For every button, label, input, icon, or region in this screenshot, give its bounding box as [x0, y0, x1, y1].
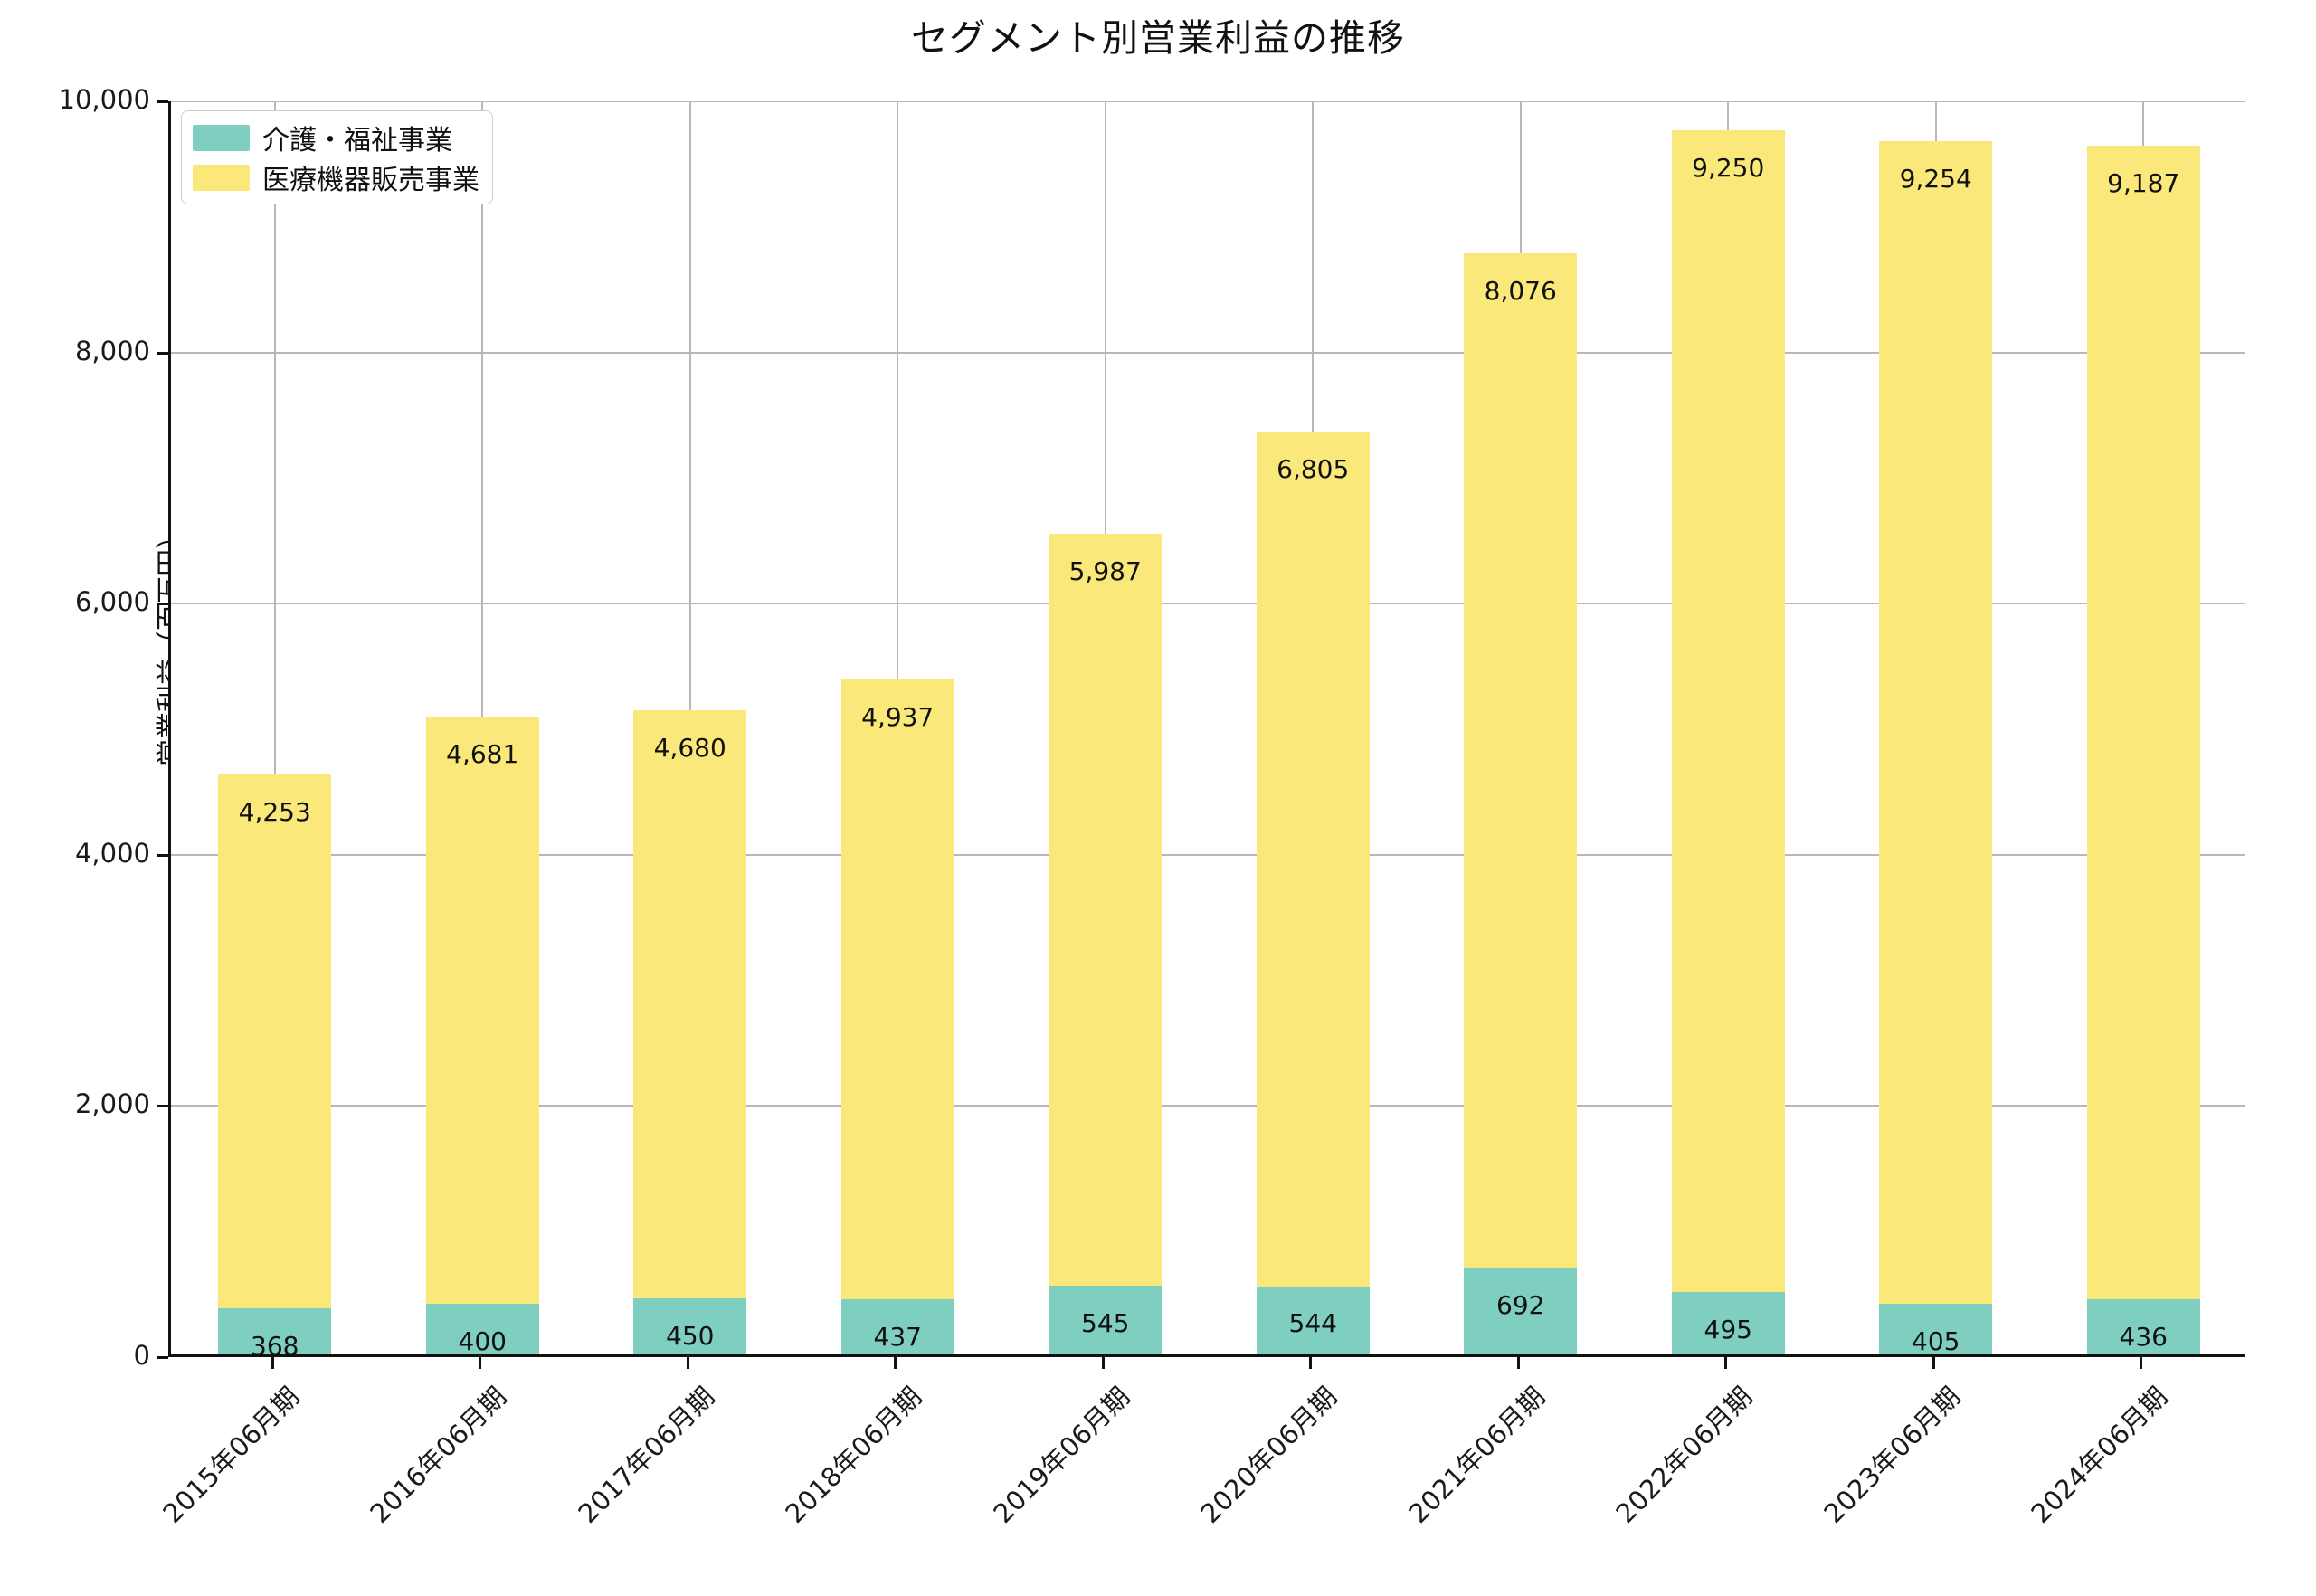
bar-stack[interactable] — [2086, 146, 2200, 1354]
bar-stack[interactable] — [1049, 534, 1163, 1354]
gridline-horizontal — [171, 1105, 2245, 1107]
bar-value-label-care: 437 — [873, 1322, 922, 1353]
bar-value-label-device: 8,076 — [1484, 276, 1557, 306]
bar-segment-care[interactable] — [633, 1297, 747, 1354]
bar-value-label-care: 495 — [1704, 1315, 1752, 1345]
bar-stack[interactable] — [1256, 431, 1370, 1354]
x-tick-label: 2016年06月期 — [364, 1381, 513, 1530]
y-tick-label: 4,000 — [74, 837, 150, 869]
bar-value-label-device: 4,253 — [238, 796, 311, 827]
chart-figure: セグメント別営業利益の推移 営業利益（百万円） 4,2533684,681400… — [58, 16, 2245, 1530]
chart-title: セグメント別営業利益の推移 — [911, 16, 1405, 60]
legend-swatch-care — [193, 124, 250, 151]
plot-inner: 4,253 368 4,681 400 4,680 450 4,937 437 5,987 545… — [171, 101, 2245, 1354]
y-tick-label: 8,000 — [74, 335, 150, 366]
bar-segment-care[interactable] — [840, 1299, 954, 1354]
bar-stack[interactable] — [425, 716, 539, 1354]
bar-segment-device[interactable] — [218, 774, 332, 1308]
plot-area: 4,253 368 4,681 400 4,680 450 4,937 437 5,987 545… — [168, 101, 2245, 1357]
y-tick-label: 10,000 — [58, 84, 150, 115]
gridline-horizontal — [171, 853, 2245, 856]
bar-stack[interactable] — [218, 774, 332, 1354]
bar-segment-device[interactable] — [425, 716, 539, 1305]
x-tick-label: 2015年06月期 — [157, 1381, 306, 1530]
x-tick-mark — [1724, 1357, 1728, 1369]
y-tick-mark — [157, 1356, 168, 1359]
gridline-horizontal — [171, 603, 2245, 605]
x-tick-label: 2023年06月期 — [1818, 1381, 1967, 1530]
bar-segment-care[interactable] — [2086, 1299, 2200, 1354]
x-tick-mark — [1309, 1357, 1313, 1369]
y-tick-mark — [157, 351, 168, 355]
bar-segment-device[interactable] — [1464, 253, 1578, 1268]
x-tick-mark — [1101, 1357, 1105, 1369]
legend-item-device[interactable]: 医療機器販売事業 — [193, 160, 479, 196]
gridline-horizontal — [171, 101, 2245, 102]
bar-value-label-device: 9,254 — [1899, 164, 1972, 195]
x-tick-label: 2019年06月期 — [987, 1381, 1136, 1530]
x-tick-label: 2024年06月期 — [2025, 1381, 2174, 1530]
x-tick-mark — [894, 1357, 897, 1369]
bar-segment-care[interactable] — [1464, 1267, 1578, 1354]
bar-value-label-care: 544 — [1288, 1308, 1337, 1339]
legend-item-care[interactable]: 介護・福祉事業 — [193, 120, 479, 157]
legend-swatch-device — [193, 164, 250, 191]
bar-segment-device[interactable] — [1671, 130, 1785, 1293]
legend-label-care: 介護・福祉事業 — [262, 125, 452, 157]
bar-segment-device[interactable] — [1256, 431, 1370, 1287]
legend-label-device: 医療機器販売事業 — [262, 165, 479, 196]
x-tick-label: 2022年06月期 — [1609, 1381, 1759, 1530]
bar-value-label-device: 5,987 — [1068, 556, 1142, 587]
bar-segment-care[interactable] — [1671, 1292, 1785, 1354]
x-tick-label: 2018年06月期 — [779, 1381, 928, 1530]
x-tick-mark — [479, 1357, 482, 1369]
x-tick-mark — [1932, 1357, 1935, 1369]
bar-stack[interactable] — [1464, 253, 1578, 1354]
bar-value-label-device: 9,250 — [1692, 153, 1765, 184]
bar-value-label-device: 9,187 — [2107, 168, 2180, 199]
bar-value-label-care: 368 — [251, 1330, 299, 1354]
x-tick-label: 2021年06月期 — [1402, 1381, 1552, 1530]
y-tick-label: 0 — [133, 1340, 150, 1371]
x-tick-mark — [1516, 1357, 1520, 1369]
bar-value-label-device: 4,937 — [861, 702, 935, 733]
y-tick-label: 6,000 — [74, 586, 150, 618]
bar-segment-device[interactable] — [1879, 141, 1993, 1304]
bar-segment-device[interactable] — [1049, 534, 1163, 1287]
bar-segment-care[interactable] — [1256, 1286, 1370, 1354]
y-tick-mark — [157, 1105, 168, 1108]
x-tick-mark — [271, 1357, 274, 1369]
bar-segment-device[interactable] — [840, 679, 954, 1300]
y-tick-mark — [157, 853, 168, 857]
bar-value-label-device: 4,680 — [653, 732, 726, 763]
bar-value-label-care: 436 — [2119, 1322, 2168, 1353]
bar-stack[interactable] — [1671, 130, 1785, 1354]
y-tick-mark — [157, 603, 168, 606]
x-tick-mark — [686, 1357, 689, 1369]
x-tick-mark — [2140, 1357, 2143, 1369]
y-tick-mark — [157, 100, 168, 103]
bar-value-label-device: 4,681 — [446, 738, 519, 769]
y-tick-label: 2,000 — [74, 1088, 150, 1120]
bar-value-label-care: 400 — [458, 1326, 507, 1354]
bar-segment-care[interactable] — [425, 1304, 539, 1354]
bar-segment-device[interactable] — [633, 709, 747, 1298]
bar-value-label-care: 545 — [1081, 1308, 1130, 1339]
chart-legend: 介護・福祉事業 医療機器販売事業 — [181, 110, 493, 204]
bar-stack[interactable] — [1879, 141, 1993, 1354]
bar-segment-care[interactable] — [218, 1307, 332, 1354]
bar-segment-care[interactable] — [1049, 1286, 1163, 1354]
x-tick-label: 2017年06月期 — [572, 1381, 721, 1530]
gridline-vertical — [273, 101, 276, 1354]
bar-stack[interactable] — [840, 679, 954, 1354]
bar-stack[interactable] — [633, 709, 747, 1354]
x-tick-label: 2020年06月期 — [1194, 1381, 1343, 1530]
bar-value-label-care: 692 — [1496, 1289, 1545, 1320]
bar-segment-care[interactable] — [1879, 1303, 1993, 1354]
bar-value-label-care: 450 — [666, 1320, 715, 1351]
bar-value-label-care: 405 — [1912, 1325, 1960, 1354]
bar-segment-device[interactable] — [2086, 146, 2200, 1300]
gridline-horizontal — [171, 351, 2245, 354]
bar-value-label-device: 6,805 — [1277, 453, 1350, 484]
